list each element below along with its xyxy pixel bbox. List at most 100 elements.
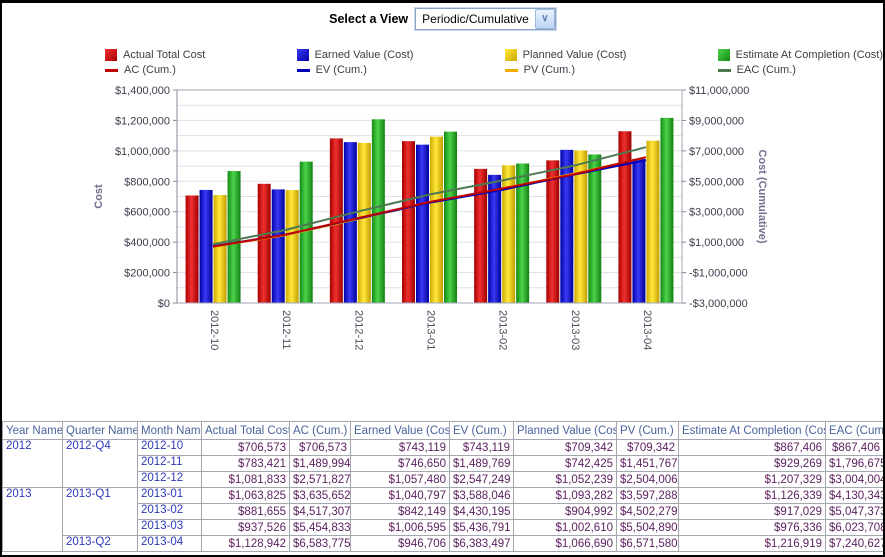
legend-line-icon	[504, 68, 518, 72]
table-row: 2013 2013-Q1 2013-01 $1,063,825 $3,635,652 $1…	[2, 487, 883, 552]
value-cell-ac-cum: $2,571,827	[289, 471, 351, 488]
col-header-ac-cum: AC (Cum.)	[289, 421, 351, 440]
bar-planned-value-cost-2012-11[interactable]	[285, 190, 299, 303]
left-axis-tick-label: $0	[158, 298, 170, 310]
year-cell[interactable]: 2012	[2, 439, 63, 488]
value-cell-actual-total-cost: $881,655	[201, 503, 290, 520]
bar-earned-value-cost-2012-11[interactable]	[271, 189, 285, 303]
month-cell[interactable]: 2013-04	[137, 535, 202, 552]
legend-item-line: EAC (Cum.)	[717, 64, 883, 76]
legend-swatch-icon	[717, 49, 730, 61]
bar-planned-value-cost-2013-03[interactable]	[574, 150, 588, 303]
right-axis-tick-label: $5,000,000	[689, 176, 744, 188]
value-cell-planned-value-cost: $904,992	[513, 503, 617, 520]
x-axis-label-2013-01: 2013-01	[425, 310, 437, 350]
bar-estimate-at-completion-cost-2012-12[interactable]	[371, 119, 385, 304]
value-cell-ac-cum: $3,635,652	[289, 487, 351, 504]
bar-actual-total-cost-2013-04[interactable]	[618, 131, 632, 303]
legend-item-bar: Planned Value (Cost)	[504, 49, 627, 61]
right-axis-tick-label: $3,000,000	[689, 207, 744, 219]
value-cell-pv-cum: $6,571,580	[616, 535, 679, 552]
bar-actual-total-cost-2012-12[interactable]	[329, 138, 343, 303]
left-axis-title: Cost	[93, 184, 105, 209]
bar-estimate-at-completion-cost-2013-02[interactable]	[516, 163, 530, 303]
bar-estimate-at-completion-cost-2013-01[interactable]	[444, 131, 457, 303]
table-row: 2012 2012-Q4 2012-10 $706,573 $706,573 $743,1…	[2, 439, 883, 488]
value-cell-estimate-at-completion-cost: $929,269	[678, 455, 826, 472]
bar-estimate-at-completion-cost-2013-04[interactable]	[660, 117, 674, 303]
bar-planned-value-cost-2013-04[interactable]	[646, 140, 660, 303]
value-cell-ev-cum: $3,588,046	[449, 487, 514, 504]
bar-actual-total-cost-2013-01[interactable]	[402, 141, 415, 303]
bar-earned-value-cost-2013-02[interactable]	[488, 174, 502, 303]
value-cell-ac-cum: $1,489,994	[289, 455, 351, 472]
legend-bar-label: Planned Value (Cost)	[522, 49, 627, 61]
legend-group-3: Planned Value (Cost) PV (Cum.)	[504, 49, 627, 76]
quarter-cell[interactable]: 2012-Q4	[62, 439, 138, 488]
view-select-dropdown[interactable]: Periodic/Cumulative ∨	[415, 8, 556, 30]
legend-bar-label: Estimate At Completion (Cost)	[735, 49, 883, 61]
x-axis-label-2012-10: 2012-10	[208, 310, 220, 350]
value-cell-earned-value-cost: $743,119	[350, 439, 450, 456]
col-header-earned-value-cost: Earned Value (Cost)	[350, 421, 450, 440]
month-cell[interactable]: 2013-02	[137, 503, 202, 520]
month-cell[interactable]: 2012-11	[137, 455, 202, 472]
value-cell-planned-value-cost: $709,342	[513, 439, 617, 456]
table-row: 2013-Q2 2013-04 $1,128,942 $6,583,775 $946,7…	[3, 535, 883, 552]
bar-planned-value-cost-2012-10[interactable]	[213, 195, 227, 303]
legend-swatch-icon	[504, 49, 517, 61]
bar-earned-value-cost-2013-01[interactable]	[416, 144, 429, 303]
legend-bar-label: Earned Value (Cost)	[314, 49, 414, 61]
value-cell-earned-value-cost: $1,006,595	[350, 519, 450, 536]
bar-estimate-at-completion-cost-2012-10[interactable]	[227, 171, 241, 303]
value-cell-estimate-at-completion-cost: $1,126,339	[678, 487, 826, 504]
bar-estimate-at-completion-cost-2013-03[interactable]	[588, 154, 602, 303]
bar-actual-total-cost-2013-02[interactable]	[474, 168, 488, 303]
quarter-cell[interactable]: 2013-Q2	[62, 535, 138, 552]
bar-actual-total-cost-2012-10[interactable]	[185, 195, 199, 303]
bar-planned-value-cost-2012-12[interactable]	[357, 142, 371, 303]
col-header-quarter-name: Quarter Name	[62, 421, 138, 440]
value-cell-actual-total-cost: $1,081,833	[201, 471, 290, 488]
value-cell-ac-cum: $6,583,775	[289, 535, 351, 552]
quarter-cell[interactable]: 2013-Q1	[62, 487, 138, 536]
bar-actual-total-cost-2012-11[interactable]	[257, 183, 271, 303]
month-cell[interactable]: 2012-12	[137, 471, 202, 488]
month-cell[interactable]: 2013-01	[137, 487, 202, 504]
left-axis-tick-label: $1,200,000	[115, 115, 170, 127]
value-cell-eac-cum: $4,130,343	[825, 487, 883, 504]
value-cell-actual-total-cost: $706,573	[201, 439, 290, 456]
month-cell[interactable]: 2012-10	[137, 439, 202, 456]
table-header-row: Year Name Quarter Name Month Name Actual To…	[2, 421, 883, 440]
bar-earned-value-cost-2012-12[interactable]	[343, 142, 357, 303]
right-axis-tick-label: $7,000,000	[689, 146, 744, 158]
chart-legend: Actual Total Cost AC (Cum.) Earned Value (…	[105, 49, 883, 76]
bar-earned-value-cost-2013-03[interactable]	[560, 149, 574, 303]
bar-actual-total-cost-2013-03[interactable]	[546, 160, 560, 303]
value-cell-planned-value-cost: $1,066,690	[513, 535, 617, 552]
bar-earned-value-cost-2013-04[interactable]	[632, 158, 646, 303]
value-cell-ev-cum: $743,119	[449, 439, 514, 456]
bar-planned-value-cost-2013-02[interactable]	[502, 165, 516, 303]
legend-line-icon	[105, 68, 118, 72]
legend-item-bar: Actual Total Cost	[105, 49, 205, 61]
value-cell-earned-value-cost: $946,706	[350, 535, 450, 552]
line-eac-cum	[212, 146, 647, 246]
month-cell[interactable]: 2013-03	[137, 519, 202, 536]
bar-planned-value-cost-2013-01[interactable]	[430, 136, 443, 303]
bar-earned-value-cost-2012-10[interactable]	[199, 189, 213, 303]
view-select-value: Periodic/Cumulative	[422, 12, 529, 26]
col-header-pv-cum: PV (Cum.)	[616, 421, 679, 440]
legend-item-line: EV (Cum.)	[296, 64, 414, 76]
value-cell-planned-value-cost: $742,425	[513, 455, 617, 472]
x-axis-label-2013-03: 2013-03	[569, 310, 581, 350]
view-selector-label: Select a View	[329, 12, 409, 26]
bar-estimate-at-completion-cost-2012-11[interactable]	[299, 161, 313, 303]
left-axis-tick-label: $200,000	[124, 268, 170, 280]
right-axis-title: Cost (Cumulative)	[756, 149, 768, 243]
value-cell-planned-value-cost: $1,002,610	[513, 519, 617, 536]
dropdown-arrow-icon[interactable]: ∨	[534, 9, 555, 29]
year-cell[interactable]: 2013	[2, 487, 63, 552]
value-cell-eac-cum: $1,796,675	[825, 455, 883, 472]
x-axis-label-2012-11: 2012-11	[280, 310, 292, 350]
